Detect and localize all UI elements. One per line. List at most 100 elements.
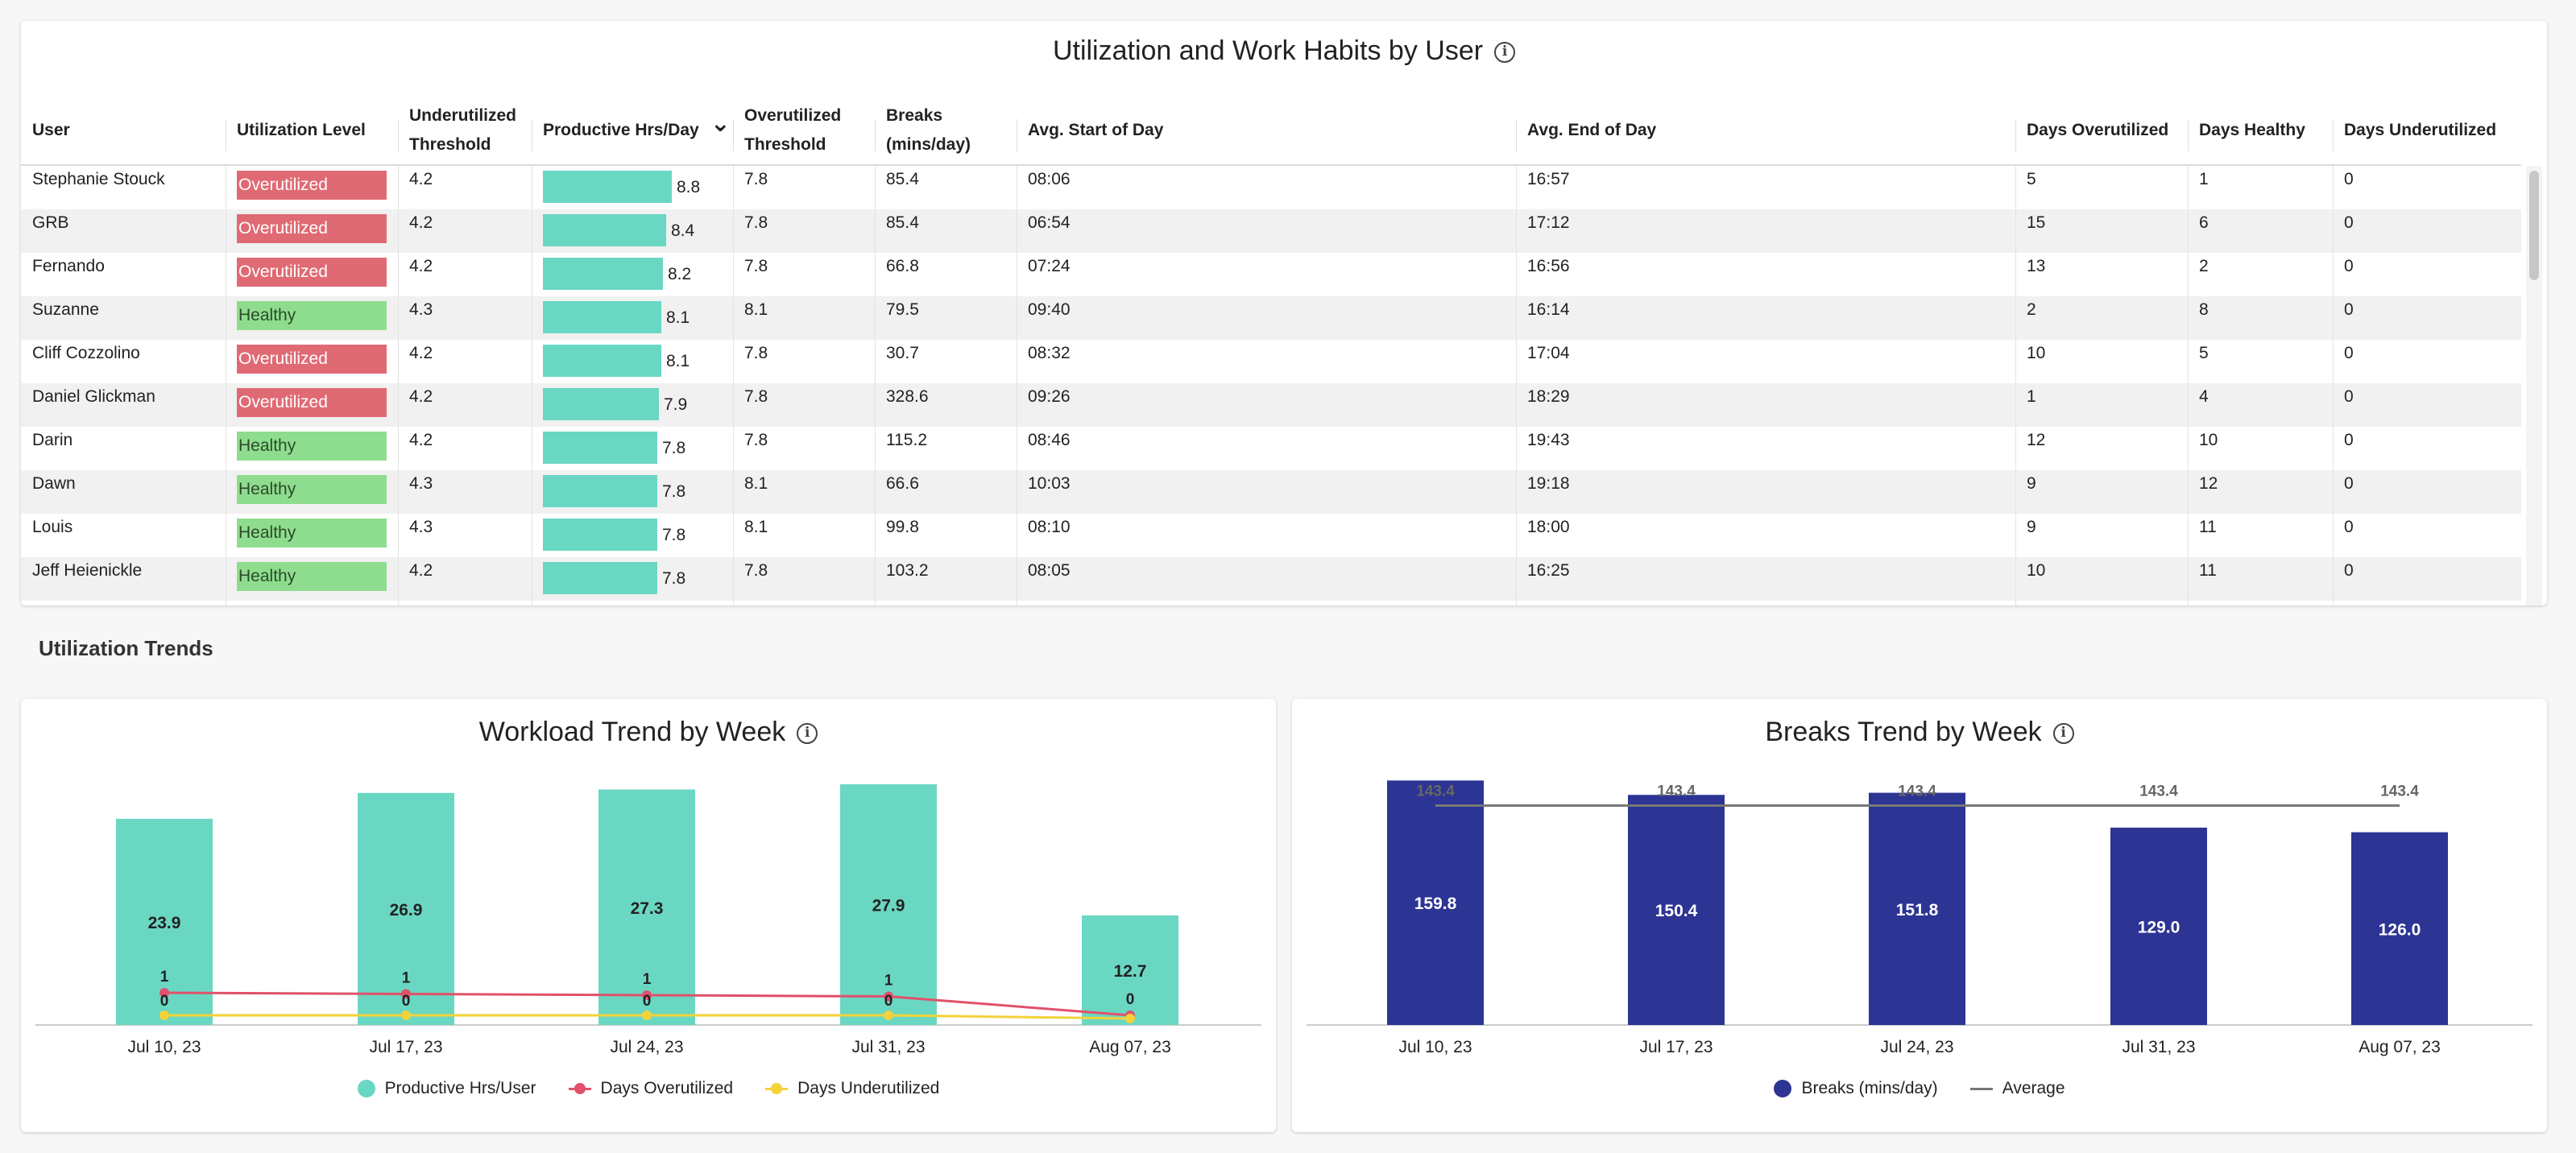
cell-under: 4.2 (409, 561, 433, 580)
legend-item-days-underutilized[interactable]: Days Underutilized (765, 1079, 939, 1098)
cell-start: 08:59 (1017, 601, 1071, 605)
column-header-label: Overutilized Threshold (744, 106, 842, 154)
column-divider[interactable] (1516, 119, 1517, 151)
legend-item-breaks[interactable]: Breaks (mins/day) (1774, 1079, 1938, 1098)
column-gridline (2333, 166, 2334, 605)
cell-breaks: 79.5 (886, 300, 919, 319)
table-title: Utilization and Work Habits by User (1052, 35, 1484, 66)
days-overutilized-point (159, 988, 169, 998)
cell-breaks: 85.4 (886, 213, 919, 232)
column-header-label: Breaks (mins/day) (886, 106, 971, 154)
table-row[interactable]: Stephanie Stouck Overutilized 4.2 8.8 7.8 85.… (21, 166, 2521, 209)
cell-under: 4.2 (409, 213, 433, 232)
utilization-level-badge: Overutilized (237, 214, 387, 243)
x-tick-label: Jul 31, 23 (2122, 1038, 2195, 1056)
table-row[interactable]: Cliff Cozzolino Overutilized 4.2 8.1 7.8 30.7… (21, 340, 2521, 383)
info-icon[interactable]: i (1494, 42, 1516, 64)
cell-end: 16:56 (1527, 257, 1570, 275)
productive-hours-bar (543, 562, 657, 594)
column-header-label: Avg. End of Day (1527, 121, 1657, 139)
cell-end: 16:57 (1527, 170, 1570, 188)
sort-chevron-down-icon[interactable]: ⌄ (710, 110, 731, 137)
bar-value-label: 159.8 (1414, 895, 1457, 913)
cell-breaks: 65.8 (875, 601, 919, 605)
cell-d-under: 0 (2344, 561, 2354, 580)
column-divider[interactable] (398, 119, 399, 151)
line-marker-icon (568, 1080, 591, 1097)
breaks-title: Breaks Trend by Week (1765, 717, 2042, 747)
column-header-over[interactable]: Overutilized Threshold (733, 95, 875, 166)
cell-d-under: 0 (2344, 300, 2354, 319)
breaks-chart: 159.8 Jul 10, 23 150.4 Jul 17, 23 151.8 Jul 2… (1307, 780, 2533, 1056)
cell-d-over: 9 (2027, 474, 2036, 493)
cell-d-over: 15 (2027, 213, 2046, 232)
productive-hours-bar (543, 475, 657, 507)
point-value-label: 0 (402, 993, 411, 1010)
scroll-thumb[interactable] (2529, 171, 2539, 280)
column-header-start[interactable]: Avg. Start of Day (1017, 95, 1516, 166)
table-row[interactable]: Darin Healthy 4.2 7.8 7.8 115.2 08:46 19:43 12 10… (21, 427, 2521, 470)
x-tick-label: Jul 10, 23 (1398, 1038, 1472, 1056)
column-divider[interactable] (2015, 119, 2016, 151)
productive-hours-bar (543, 301, 661, 333)
table-row[interactable]: Dawn Healthy 4.3 7.8 8.1 66.6 10:03 19:18 9 12 0 (21, 470, 2521, 514)
column-header-label: Utilization Level (237, 121, 366, 139)
table-row[interactable]: Louis Healthy 4.3 7.8 8.1 99.8 08:10 18:00 9 11 0 (21, 514, 2521, 557)
productive-bar (598, 789, 695, 1025)
productive-hours-value: 7.9 (664, 395, 688, 414)
column-header-prod[interactable]: Productive Hrs/Day ⌄ (532, 95, 733, 166)
productive-hours-value: 8.4 (671, 221, 695, 240)
days-underutilized-point (884, 1010, 893, 1020)
column-header-user[interactable]: User (21, 95, 226, 166)
cell-start: 08:10 (1028, 518, 1071, 536)
legend-item-productive[interactable]: Productive Hrs/User (357, 1079, 536, 1098)
cell-d-under: 0 (2344, 344, 2354, 362)
column-divider[interactable] (2188, 119, 2189, 151)
cell-under: 4.3 (398, 601, 433, 605)
legend-label: Productive Hrs/User (384, 1079, 536, 1097)
cell-d-over: 10 (2027, 344, 2046, 362)
workload-legend: Productive Hrs/User Days Overutilized Da… (21, 1079, 1276, 1098)
cell-user: Louis (32, 518, 73, 536)
x-tick-label: Jul 17, 23 (1639, 1038, 1713, 1056)
table-row[interactable]: Fernando Overutilized 4.2 8.2 7.8 66.8 07:24 16… (21, 253, 2521, 296)
table-row[interactable]: Suzanne Healthy 4.3 8.1 8.1 79.5 09:40 16:14 2 8 0 (21, 296, 2521, 340)
table-row[interactable]: Jeff Heienickle Healthy 4.2 7.8 7.8 103.2 08:0… (21, 557, 2521, 601)
cell-end: 19:43 (1527, 431, 1570, 449)
column-divider[interactable] (875, 119, 876, 151)
cell-d-under: 0 (2344, 170, 2354, 188)
x-tick-label: Jul 31, 23 (851, 1038, 925, 1056)
table-scrollbar[interactable] (2526, 166, 2542, 605)
column-divider[interactable] (733, 119, 734, 151)
info-icon[interactable]: i (797, 723, 818, 745)
productive-hours-value: 7.8 (662, 482, 686, 501)
cell-start: 09:40 (1028, 300, 1071, 319)
days-overutilized-point (642, 990, 652, 1000)
breaks-bar (1869, 792, 1965, 1025)
cell-under: 4.2 (409, 344, 433, 362)
column-header-d_under[interactable]: Days Underutilized (2333, 95, 2521, 166)
cell-breaks: 115.2 (886, 431, 927, 449)
point-value-label: 0 (643, 993, 652, 1010)
cell-start: 06:54 (1028, 213, 1071, 232)
table-row[interactable]: GRB Overutilized 4.2 8.4 7.8 85.4 06:54 17:12 15… (21, 209, 2521, 253)
column-header-under[interactable]: Underutilized Threshold (398, 95, 532, 166)
column-header-breaks[interactable]: Breaks (mins/day) (875, 95, 1017, 166)
column-divider[interactable] (2333, 119, 2334, 151)
legend-item-days-overutilized[interactable]: Days Overutilized (568, 1079, 733, 1098)
cell-d-over: 9 (2027, 518, 2036, 536)
point-value-label: 0 (1126, 991, 1135, 1008)
x-tick-label: Jul 24, 23 (1880, 1038, 1953, 1056)
column-header-end[interactable]: Avg. End of Day (1516, 95, 2015, 166)
table-row[interactable]: JavierHealthy4.37.78.165.808:5918:179101 (21, 601, 2521, 605)
legend-item-average[interactable]: Average (1969, 1079, 2065, 1098)
cell-end: 16:14 (1527, 300, 1570, 319)
cell-over: 7.8 (744, 561, 768, 580)
column-header-d_healthy[interactable]: Days Healthy (2188, 95, 2333, 166)
column-header-level[interactable]: Utilization Level (226, 95, 398, 166)
info-icon[interactable]: i (2052, 723, 2074, 745)
column-header-d_over[interactable]: Days Overutilized (2015, 95, 2188, 166)
legend-label: Average (2002, 1079, 2065, 1097)
breaks-title-wrap: Breaks Trend by Week i (1292, 717, 2547, 748)
table-row[interactable]: Daniel Glickman Overutilized 4.2 7.9 7.8 328.… (21, 383, 2521, 427)
